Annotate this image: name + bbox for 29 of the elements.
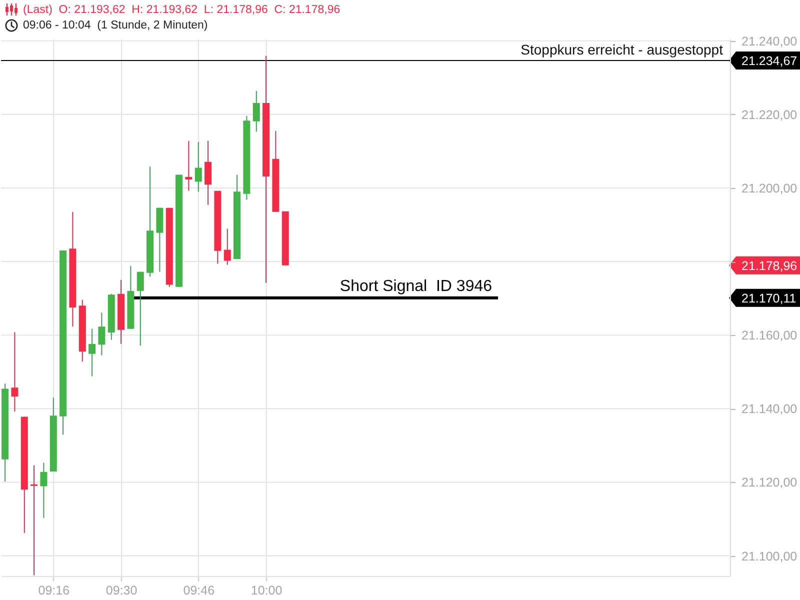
ref-line-label: Stoppkurs erreicht - ausgestoppt [520,41,724,58]
candlestick [30,464,38,576]
y-tick-label: 21.160,00 [742,328,798,343]
candlestick [98,312,106,356]
candlestick [40,462,48,518]
candlestick [204,140,212,206]
y-tick-label: 21.200,00 [742,181,798,196]
candlestick [11,332,18,412]
x-tick-label: 09:16 [38,584,70,598]
y-tick-label: 21.140,00 [742,402,798,416]
series-label: Short Signal ID 3946 [340,278,492,295]
y-tick-label: 21.170,11 [742,291,796,306]
y-tick-label: 21.234,67 [742,54,798,68]
y-tick-label: 21.100,00 [742,549,798,564]
chart-title: (Last) O: 21.193,62 H: 21.193,62 L: 21.178,96 C: 21.178,96 [23,4,340,16]
candlestick [136,271,144,346]
candlestick [185,140,192,192]
y-tick-label: 21.220,00 [742,108,798,122]
chart-subtitle: 09:06 - 10:04 (1 Stunde, 2 Minuten) [23,19,208,32]
candlestick [224,228,231,266]
x-tick-label: 09:46 [183,584,215,598]
y-tick-label: 21.120,00 [742,476,798,490]
candlestick [194,141,202,192]
x-tick-label: 09:30 [106,584,138,598]
y-tick-label: 21.178,96 [742,258,798,273]
y-tick-label: 21.240,00 [742,34,798,48]
candlestick [88,328,96,377]
candlestick [252,90,260,132]
x-tick-label: 10:00 [250,584,282,598]
